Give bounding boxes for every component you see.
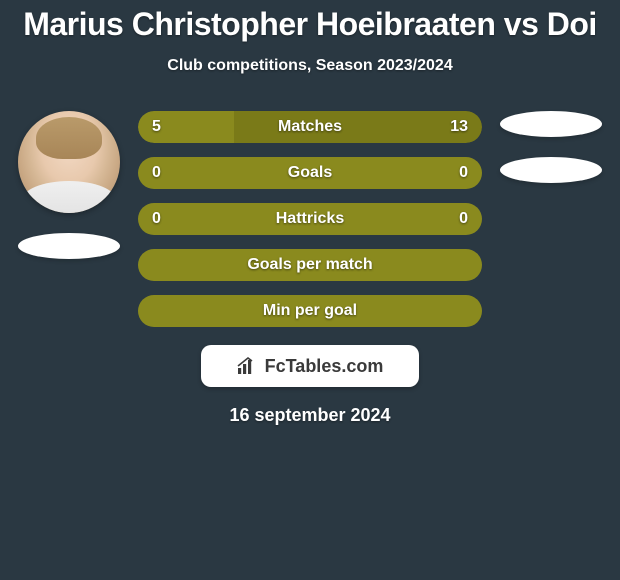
player-right-badge-2 [500, 157, 602, 183]
stat-hattricks-label: Hattricks [276, 210, 344, 228]
stat-bar-goals: 0 Goals 0 [138, 157, 482, 189]
player-left-avatar [18, 111, 120, 213]
player-left-column [14, 111, 124, 259]
bar-chart-icon [237, 357, 259, 375]
date-label: 16 september 2024 [0, 405, 620, 426]
stat-matches-label: Matches [278, 118, 342, 136]
stat-hattricks-right-value: 0 [459, 210, 468, 228]
stat-bar-goals-per-match: Goals per match [138, 249, 482, 281]
stat-bar-hattricks: 0 Hattricks 0 [138, 203, 482, 235]
stat-hattricks-left-value: 0 [152, 210, 161, 228]
stats-bars: 5 Matches 13 0 Goals 0 0 Hattricks 0 Goa… [138, 111, 482, 327]
player-right-badge-1 [500, 111, 602, 137]
stat-goals-label: Goals [288, 164, 332, 182]
source-logo-text: FcTables.com [265, 356, 384, 377]
stat-goals-right-value: 0 [459, 164, 468, 182]
stat-bar-matches: 5 Matches 13 [138, 111, 482, 143]
player-right-column [496, 111, 606, 183]
player-left-badge [18, 233, 120, 259]
page-title: Marius Christopher Hoeibraaten vs Doi [0, 6, 620, 43]
infographic-root: Marius Christopher Hoeibraaten vs Doi Cl… [0, 0, 620, 426]
page-subtitle: Club competitions, Season 2023/2024 [0, 57, 620, 75]
stat-bar-min-per-goal: Min per goal [138, 295, 482, 327]
stat-matches-right-value: 13 [450, 118, 468, 136]
stat-mpg-label: Min per goal [263, 302, 357, 320]
source-logo: FcTables.com [201, 345, 419, 387]
stat-goals-left-value: 0 [152, 164, 161, 182]
content-row: 5 Matches 13 0 Goals 0 0 Hattricks 0 Goa… [0, 111, 620, 327]
stat-matches-left-value: 5 [152, 118, 161, 136]
stat-gpm-label: Goals per match [247, 256, 372, 274]
stat-bar-matches-right-seg [234, 111, 482, 143]
